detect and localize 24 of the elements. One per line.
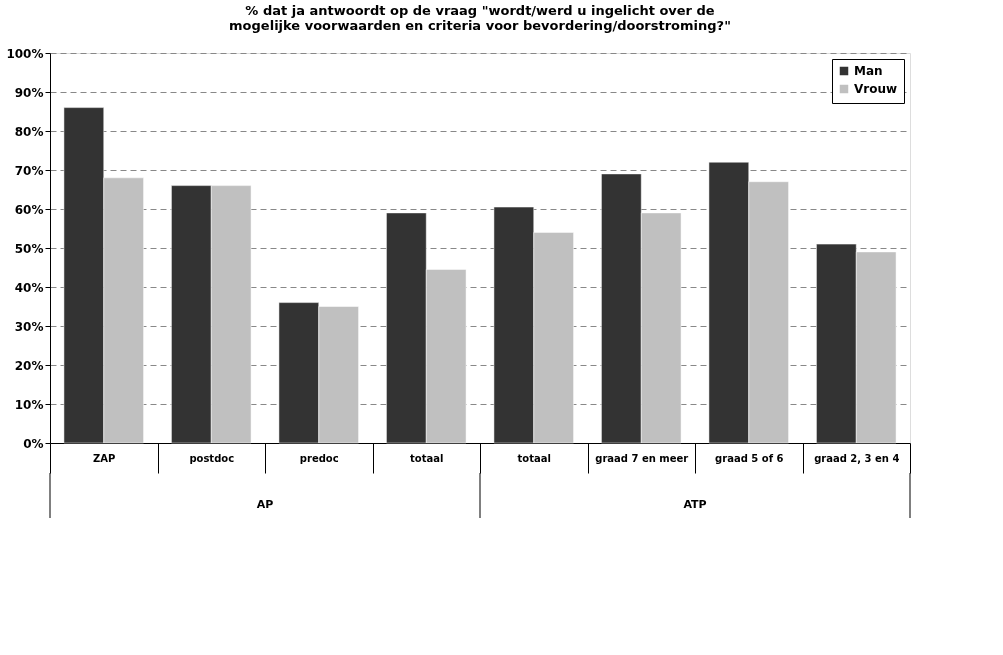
text: ATP [683, 498, 707, 511]
y-tick-label: 50% [14, 241, 44, 256]
y-tick-label: 60% [14, 202, 44, 217]
chart-title: % dat ja antwoordt op de vraag "wordt/werd u ingelicht over de mogelijke voorwaarden en criteria voor bevordering/doorstroming?" [229, 3, 731, 33]
legend-label: Man [854, 64, 883, 78]
y-tick-label: 0% [23, 436, 44, 451]
y-tick-label: 90% [14, 85, 44, 100]
y-tick-label: 80% [14, 124, 44, 139]
x-tick-label: predoc [299, 452, 339, 464]
y-tick-label: 40% [14, 280, 44, 295]
x-tick-label: totaal [517, 452, 551, 464]
x-tick-label: graad 7 en meer [595, 452, 689, 464]
y-tick-label: 30% [14, 319, 44, 334]
x-tick-label: ZAP [93, 452, 116, 464]
y-tick-label: 70% [14, 163, 44, 178]
x-tick-label: postdoc [189, 452, 235, 464]
x-tick-label: totaal [410, 452, 444, 464]
y-tick-label: 100% [6, 46, 44, 61]
y-tick-label: 20% [14, 358, 44, 373]
legend-label: Vrouw [854, 82, 898, 96]
text: AP [256, 498, 274, 511]
y-tick-label: 10% [14, 397, 44, 412]
x-tick-label: graad 2, 3 en 4 [814, 452, 900, 464]
x-tick-label: graad 5 of 6 [715, 452, 784, 464]
